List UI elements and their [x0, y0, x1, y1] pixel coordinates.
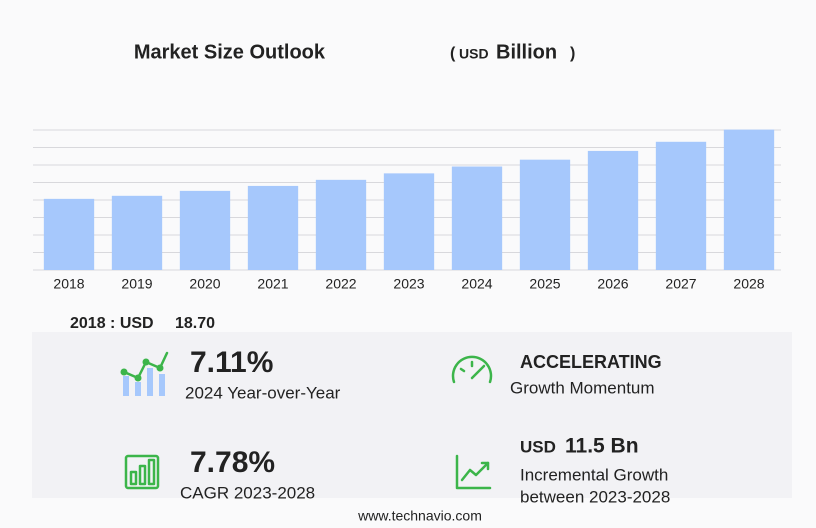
cagr-label: CAGR 2023-2028: [180, 483, 315, 502]
bar: [111, 195, 163, 270]
incremental-prefix: USD: [520, 437, 556, 456]
bar: [723, 129, 775, 270]
unit: Billion: [496, 41, 557, 63]
x-tick-label: 2019: [121, 276, 152, 292]
incremental-label: Incremental Growth: [520, 465, 668, 484]
unit-open: (: [450, 45, 456, 62]
momentum-icon: [451, 355, 493, 384]
unit-close: ): [570, 45, 575, 62]
x-tick-label: 2025: [529, 276, 560, 292]
x-tick-label: 2022: [325, 276, 356, 292]
bar: [383, 173, 435, 270]
bar: [587, 150, 639, 270]
incremental-icon: [455, 454, 492, 490]
footer: www.technavio.com: [357, 508, 482, 524]
bar: [43, 198, 95, 270]
x-tick-label: 2021: [257, 276, 288, 292]
chart-title: Market Size Outlook: [134, 41, 326, 63]
momentum-value: ACCELERATING: [520, 352, 662, 372]
yoy-label: 2024 Year-over-Year: [185, 383, 341, 402]
x-tick-label: 2026: [597, 276, 628, 292]
incremental-label-2: between 2023-2028: [520, 487, 670, 506]
x-tick-label: 2028: [733, 276, 764, 292]
bar: [519, 159, 571, 270]
unit-prefix: USD: [459, 46, 489, 62]
highlight-label: 2018 : USD: [70, 315, 154, 332]
x-tick-label: 2020: [189, 276, 220, 292]
x-tick-label: 2018: [53, 276, 84, 292]
x-tick-label: 2027: [665, 276, 696, 292]
x-tick-label: 2023: [393, 276, 424, 292]
bar: [179, 190, 231, 270]
incremental-value: 11.5 Bn: [565, 435, 639, 458]
cagr-icon: [124, 454, 160, 490]
yoy-icon: [120, 351, 169, 396]
x-tick-label: 2024: [461, 276, 492, 292]
bar: [315, 179, 367, 270]
highlight-value: 18.70: [175, 315, 215, 332]
yoy-value: 7.11%: [190, 346, 273, 379]
momentum-label: Growth Momentum: [510, 378, 655, 397]
bar: [655, 141, 707, 270]
cagr-value: 7.78%: [190, 446, 275, 479]
bar: [247, 185, 299, 270]
bar: [451, 166, 503, 270]
